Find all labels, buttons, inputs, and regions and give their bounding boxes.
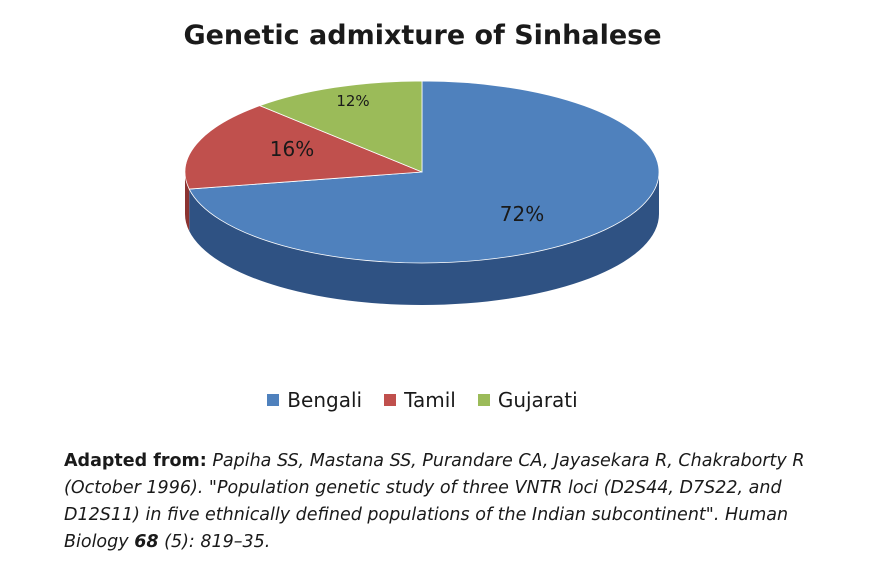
legend-item-gujarati: Gujarati bbox=[477, 388, 578, 412]
legend-swatch bbox=[477, 394, 490, 406]
legend-swatch bbox=[384, 394, 397, 406]
pie-slice-bengali bbox=[188, 80, 660, 264]
data-label-gujarati: 12% bbox=[336, 92, 369, 110]
legend-label: Bengali bbox=[287, 388, 363, 412]
pie-chart: 72% 16% 12% bbox=[184, 80, 660, 305]
legend-item-bengali: Bengali bbox=[267, 388, 362, 412]
data-label-tamil: 16% bbox=[270, 137, 314, 161]
legend-label: Gujarati bbox=[497, 388, 578, 412]
pie-slice-gujarati bbox=[258, 80, 423, 173]
legend: Bengali Tamil Gujarati bbox=[0, 388, 845, 412]
citation-lead: Adapted from: bbox=[64, 451, 207, 471]
pie-side-tamil bbox=[185, 172, 190, 232]
legend-label: Tamil bbox=[404, 388, 456, 412]
citation-volume: 68 bbox=[134, 532, 159, 552]
citation-pages: (5): 819–35. bbox=[164, 532, 271, 552]
legend-swatch bbox=[267, 394, 280, 406]
pie-side-bengali bbox=[189, 172, 659, 305]
legend-item-tamil: Tamil bbox=[384, 388, 456, 412]
data-label-bengali: 72% bbox=[500, 202, 544, 226]
pie-slice-tamil bbox=[184, 105, 423, 190]
chart-title: Genetic admixture of Sinhalese bbox=[183, 20, 662, 51]
citation: Adapted from: Papiha SS, Mastana SS, Pur… bbox=[64, 448, 844, 556]
citation-text: Papiha SS, Mastana SS, Purandare CA, Jay… bbox=[64, 451, 805, 552]
